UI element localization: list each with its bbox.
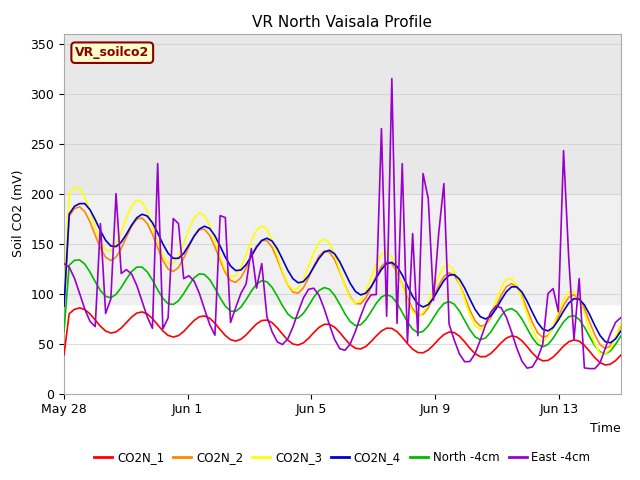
Text: VR_soilco2: VR_soilco2 [75,46,149,59]
Title: VR North Vaisala Profile: VR North Vaisala Profile [252,15,433,30]
Bar [64,193,621,303]
Legend: CO2N_1, CO2N_2, CO2N_3, CO2N_4, North -4cm, East -4cm: CO2N_1, CO2N_2, CO2N_3, CO2N_4, North -4… [90,446,595,469]
Y-axis label: Soil CO2 (mV): Soil CO2 (mV) [12,170,25,257]
X-axis label: Time: Time [590,422,621,435]
Bar [64,34,621,193]
